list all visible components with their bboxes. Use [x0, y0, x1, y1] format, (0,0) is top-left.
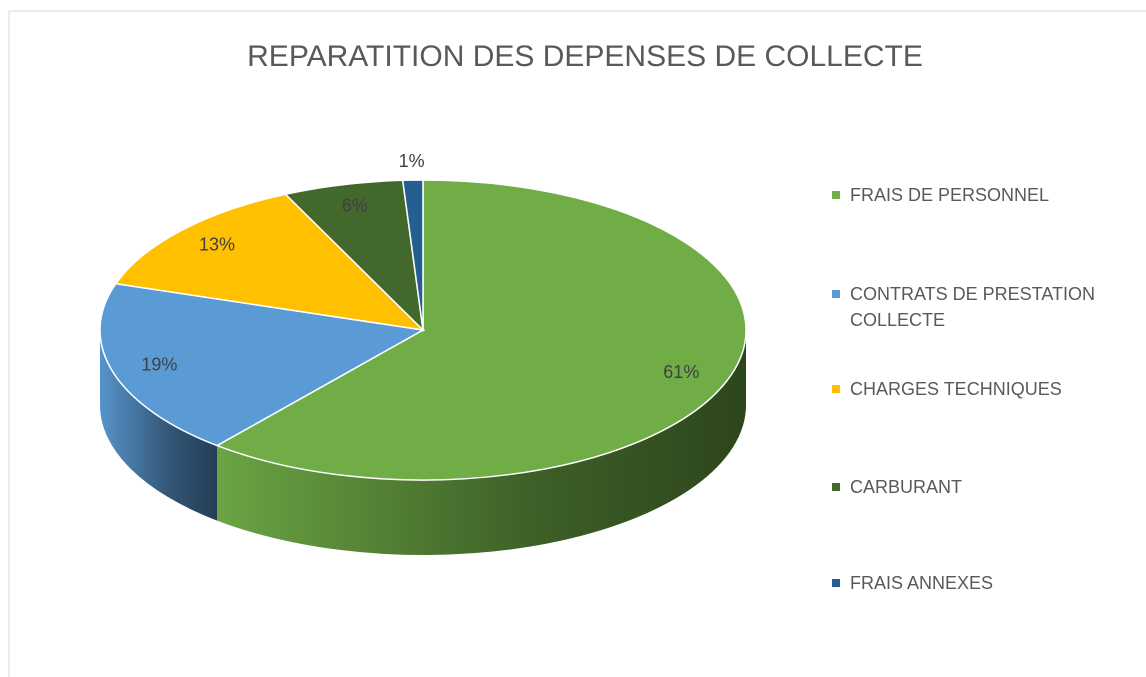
legend-item: CHARGES TECHNIQUES — [832, 376, 1120, 402]
legend-swatch — [832, 483, 840, 491]
slice — [114, 193, 426, 332]
legend-label: CARBURANT — [850, 477, 963, 497]
slice — [401, 179, 424, 331]
slice-side-shade — [99, 330, 218, 521]
legend-item: CONTRATS DE PRESTATION COLLECTE — [832, 281, 1120, 333]
data-label: 13% — [199, 234, 235, 254]
chart-title: REPARATITION DES DEPENSES DE COLLECTE — [247, 40, 923, 73]
data-label: 1% — [399, 151, 425, 171]
legend-item: FRAIS ANNEXES — [832, 570, 1120, 596]
legend-swatch — [832, 579, 840, 587]
slice-side-shade — [217, 330, 746, 555]
legend-item: FRAIS DE PERSONNEL — [832, 182, 1120, 208]
legend-swatch — [832, 385, 840, 393]
slice — [99, 282, 426, 447]
data-label: 19% — [141, 354, 177, 374]
data-label: 6% — [342, 195, 368, 215]
legend-label: FRAIS ANNEXES — [850, 573, 994, 593]
data-label: 61% — [663, 362, 699, 382]
legend-label: FRAIS DE PERSONNEL — [850, 185, 1050, 205]
frame — [8, 10, 1146, 677]
slice — [283, 179, 425, 333]
legend-label: CHARGES TECHNIQUES — [850, 379, 1062, 399]
legend-item: CARBURANT — [832, 474, 1120, 500]
legend-label: CONTRATS DE PRESTATION COLLECTE — [850, 284, 1096, 330]
legend-swatch — [832, 191, 840, 199]
slice — [215, 179, 747, 481]
legend-swatch — [832, 290, 840, 298]
